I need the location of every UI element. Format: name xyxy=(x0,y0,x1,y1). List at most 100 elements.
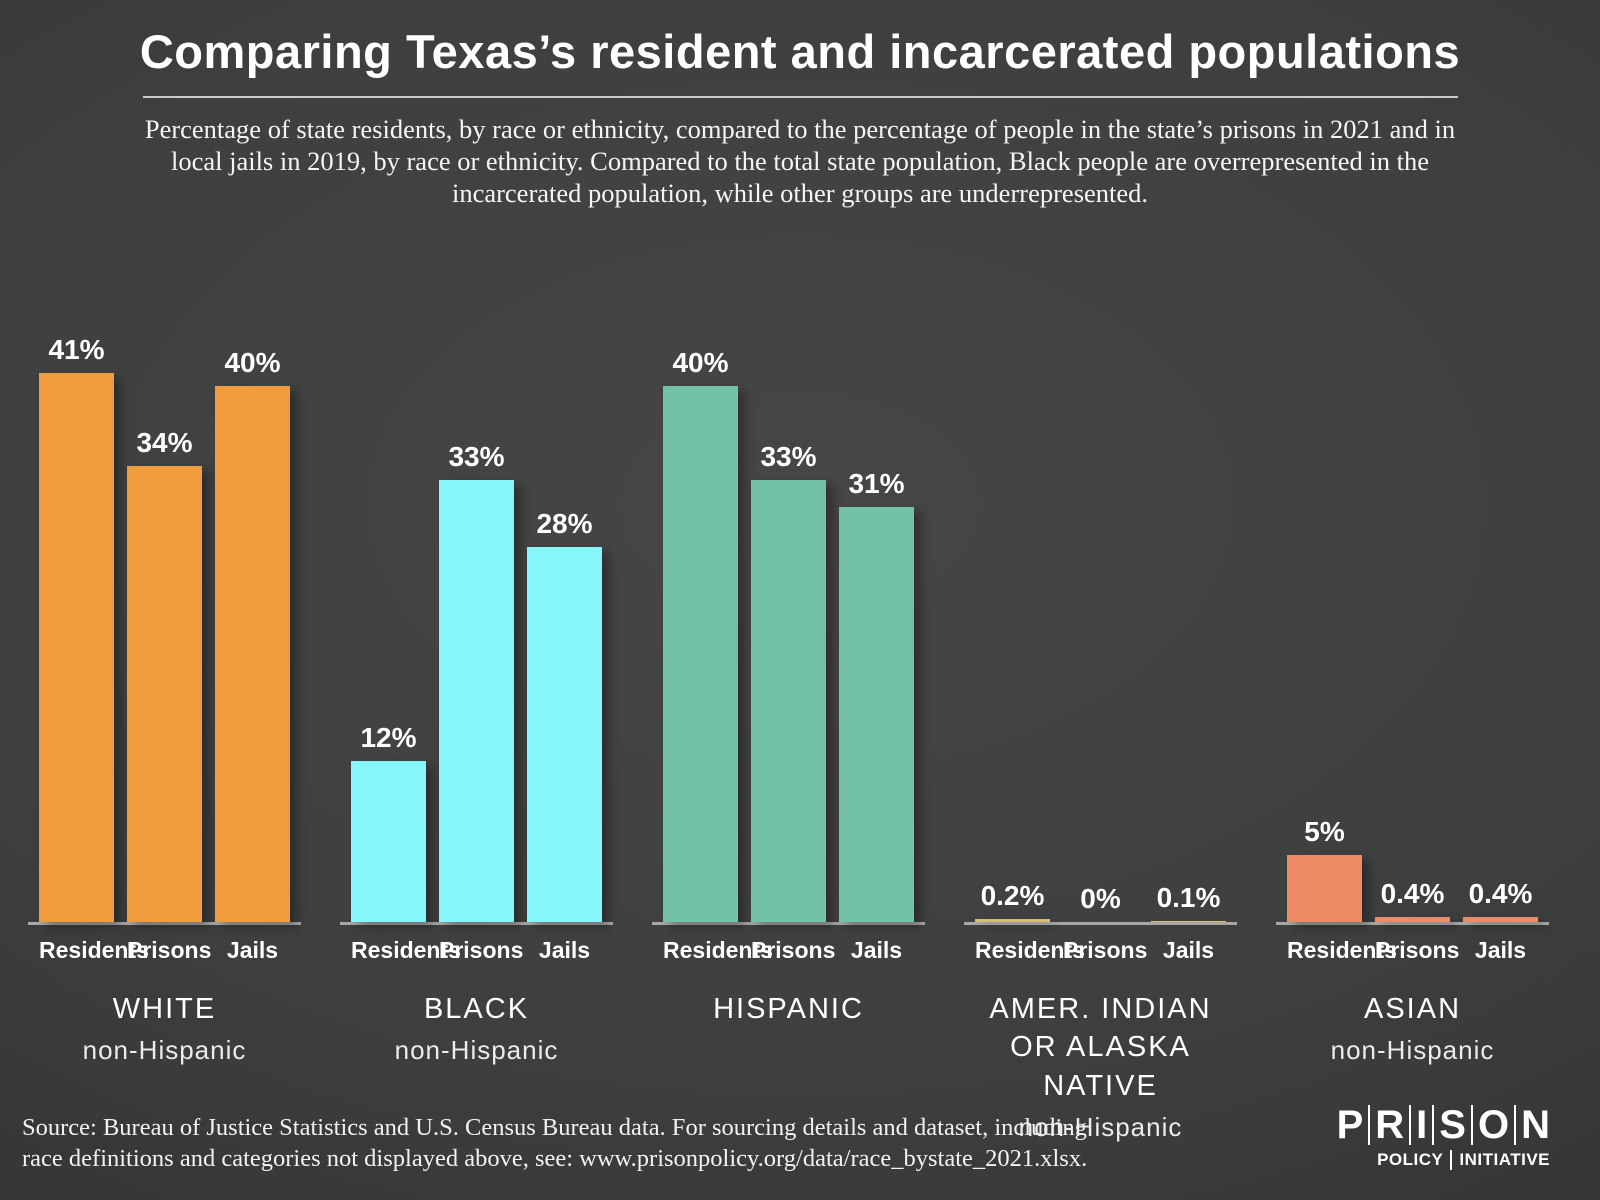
logo-letter: I xyxy=(1411,1105,1435,1145)
tick-row: Residents Prisons Jails xyxy=(340,937,613,964)
logo-letter: P xyxy=(1337,1105,1371,1145)
value-label: 0.4% xyxy=(1380,877,1445,909)
bar-column-hispanic-prisons: 33% xyxy=(751,441,826,922)
tick-row: Residents Prisons Jails xyxy=(1276,937,1549,964)
bar xyxy=(975,919,1050,922)
value-label: 28% xyxy=(536,507,593,539)
value-label: 34% xyxy=(136,427,193,459)
bar xyxy=(751,479,826,922)
bar xyxy=(127,466,202,922)
tick-row: Residents Prisons Jails xyxy=(652,937,925,964)
bar xyxy=(839,506,914,922)
bar-column-hispanic-residents: 40% xyxy=(663,347,738,922)
bar-column-white-jails: 40% xyxy=(215,347,290,922)
source-line-1: Source: Bureau of Justice Statistics and… xyxy=(22,1113,1087,1141)
group-sublabel: non-Hispanic xyxy=(1330,1035,1495,1066)
tick-label-residents: Residents xyxy=(39,937,149,963)
bar xyxy=(1375,916,1450,922)
logo-letter: R xyxy=(1370,1105,1412,1145)
group-label: ASIAN xyxy=(1363,993,1462,1025)
value-label: 5% xyxy=(1304,816,1345,847)
tick-label-residents: Residents xyxy=(351,937,461,963)
value-label: 0% xyxy=(1080,883,1121,914)
bar-column-asian-jails: 0.4% xyxy=(1463,878,1538,922)
group-label: AMER. INDIAN OR ALASKA NATIVE xyxy=(989,993,1212,1102)
value-label: 40% xyxy=(672,347,729,378)
value-label: 0.1% xyxy=(1156,881,1221,913)
tick-label-prisons: Prisons xyxy=(127,937,212,963)
chart-group-amer-indian-or-alaska-native: 0.2% 0% 0.1% Residents Prisons Jails AMER. IND… xyxy=(964,0,1237,1142)
header: Comparing Texas’s resident and incarcera… xyxy=(0,0,1600,209)
bar-column-black-prisons: 33% xyxy=(439,441,514,922)
bar-row-hispanic: 40% 33% 31% xyxy=(652,347,925,925)
value-label: 40% xyxy=(224,347,281,378)
chart-group-white: 41% 34% 40% Residents Prisons Jails WHITE non-H… xyxy=(28,0,301,1065)
tick-label-jails: Jails xyxy=(850,937,903,963)
tick-label-residents: Residents xyxy=(1287,937,1397,963)
tick-label-residents: Residents xyxy=(663,937,773,963)
bar xyxy=(439,479,514,922)
tick-label-prisons: Prisons xyxy=(1375,937,1460,963)
source-text: Source: Bureau of Justice Statistics and… xyxy=(22,1112,1087,1174)
bar-column-white-prisons: 34% xyxy=(127,427,202,922)
chart-group-hispanic: 40% 33% 31% Residents Prisons Jails HISPANIC xyxy=(652,0,925,1025)
group-footer: Residents Prisons Jails WHITE non-Hispanic xyxy=(28,925,301,1066)
group-footer: Residents Prisons Jails AMER. INDIAN OR ALA… xyxy=(964,925,1237,1143)
bar-row-white: 41% 34% 40% xyxy=(28,334,301,925)
value-label: 12% xyxy=(360,722,417,754)
value-label: 33% xyxy=(448,440,505,472)
page-title: Comparing Texas’s resident and incarcera… xyxy=(139,25,1461,78)
bar xyxy=(527,546,602,922)
tick-label-prisons: Prisons xyxy=(1063,937,1148,963)
value-label: 31% xyxy=(848,467,905,499)
logo-letter: N xyxy=(1521,1103,1550,1147)
group-sublabel: non-Hispanic xyxy=(394,1035,559,1066)
tick-label-jails: Jails xyxy=(1474,937,1527,963)
bar-column-black-jails: 28% xyxy=(527,508,602,922)
bar xyxy=(215,386,290,922)
bar-row-amer-indian-or-alaska-native: 0.2% 0% 0.1% xyxy=(964,880,1237,925)
bar-column-black-residents: 12% xyxy=(351,722,426,922)
value-label: 0.2% xyxy=(980,880,1045,912)
source-line-2: race definitions and categories not disp… xyxy=(22,1144,1088,1172)
tick-row: Residents Prisons Jails xyxy=(28,937,301,964)
bar-row-black: 12% 33% 28% xyxy=(340,441,613,925)
bar xyxy=(351,761,426,922)
bar-column-amer-indian-or-alaska-native-jails: 0.1% xyxy=(1151,882,1226,922)
bar xyxy=(1463,916,1538,922)
group-label: WHITE xyxy=(112,993,217,1025)
logo-policy-word: POLICY xyxy=(1377,1150,1444,1169)
bar xyxy=(39,372,114,922)
bar-column-hispanic-jails: 31% xyxy=(839,468,914,922)
tick-label-jails: Jails xyxy=(226,937,279,963)
logo-letter: S xyxy=(1434,1105,1473,1145)
chart-group-asian: 5% 0.4% 0.4% Residents Prisons Jails ASIAN non-… xyxy=(1276,0,1549,1065)
bar-column-asian-residents: 5% xyxy=(1287,816,1362,922)
bar xyxy=(1287,855,1362,922)
tick-label-jails: Jails xyxy=(1162,937,1215,963)
tick-label-jails: Jails xyxy=(538,937,591,963)
title-divider xyxy=(142,96,1458,98)
chart-group-black: 12% 33% 28% Residents Prisons Jails BLACK non-H… xyxy=(340,0,613,1065)
bar-column-asian-prisons: 0.4% xyxy=(1375,878,1450,922)
tick-label-prisons: Prisons xyxy=(439,937,524,963)
bar-row-asian: 5% 0.4% 0.4% xyxy=(1276,816,1549,925)
page-subtitle: Percentage of state residents, by race o… xyxy=(144,114,1456,208)
value-label: 33% xyxy=(760,440,817,472)
group-sublabel: non-Hispanic xyxy=(1018,1111,1183,1142)
tick-label-residents: Residents xyxy=(975,937,1085,963)
group-label: HISPANIC xyxy=(713,993,864,1025)
group-footer: Residents Prisons Jails BLACK non-Hispanic xyxy=(340,925,613,1066)
tick-label-prisons: Prisons xyxy=(751,937,836,963)
group-sublabel: non-Hispanic xyxy=(82,1035,247,1066)
logo-policy-initiative: POLICY INITIATIVE xyxy=(1337,1150,1550,1170)
group-label: BLACK xyxy=(423,993,530,1025)
tick-row: Residents Prisons Jails xyxy=(964,937,1237,964)
logo-letter: O xyxy=(1473,1105,1517,1145)
bar-column-amer-indian-or-alaska-native-prisons: 0% xyxy=(1063,883,1138,922)
value-label: 41% xyxy=(48,333,105,365)
